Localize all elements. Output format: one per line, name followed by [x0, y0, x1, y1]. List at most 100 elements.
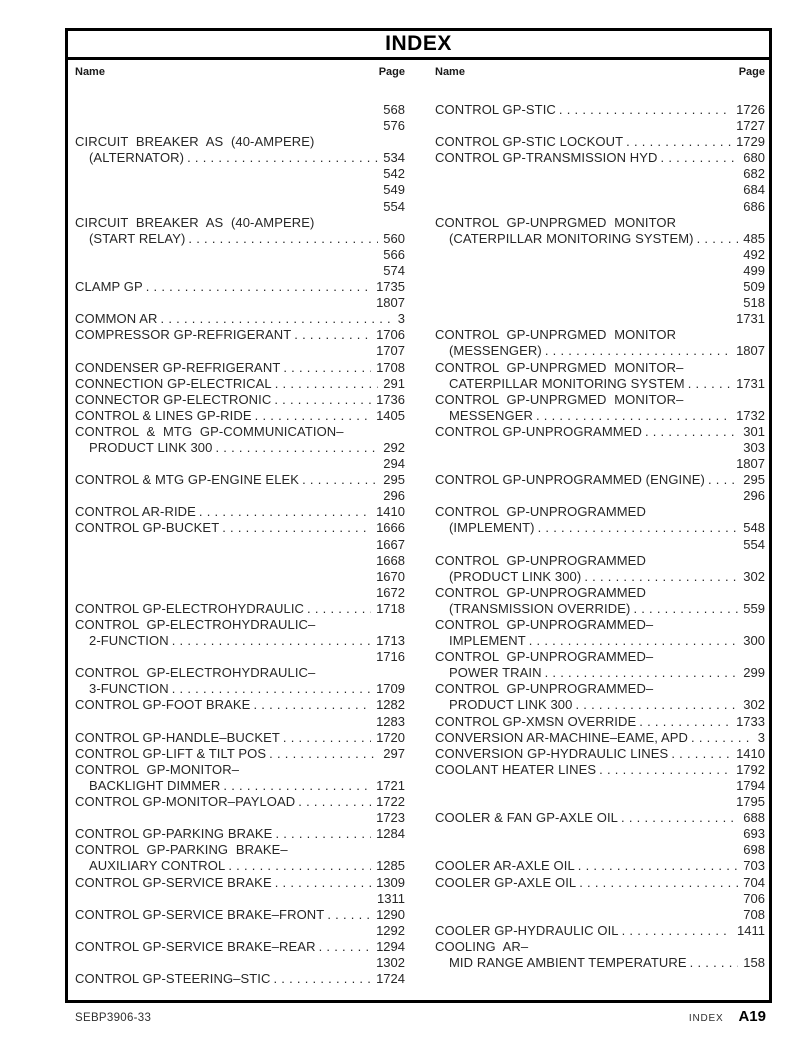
index-entry-line: CONVERSION GP-HYDRAULIC LINES 1410 [435, 746, 765, 762]
index-entry-line: 554 [75, 199, 405, 215]
footer-right-group: INDEX A19 [689, 1008, 766, 1025]
index-entry-line: 1795 [435, 794, 765, 810]
index-entry-line: 303 [435, 440, 765, 456]
index-entry-line: (CATERPILLAR MONITORING SYSTEM) 485 [435, 231, 765, 247]
index-entry-line: POWER TRAIN 299 [435, 665, 765, 681]
entry-page-number: 1723 [376, 810, 405, 826]
entry-name: CONTROL GP-HANDLE–BUCKET [75, 729, 280, 745]
index-entry-line: 566 [75, 247, 405, 263]
entry-page-number: 1670 [376, 568, 405, 584]
dot-leader [538, 520, 739, 536]
index-entry-line: 1311 [75, 891, 405, 907]
dot-leader [319, 939, 372, 955]
index-entry-line: 1667 [75, 537, 405, 553]
index-entry-line: CONTROL GP-UNPROGRAMMED (ENGINE) 295 [435, 472, 765, 488]
index-entry-line: CONNECTION GP-ELECTRICAL 291 [75, 376, 405, 392]
dot-leader [688, 376, 731, 392]
entry-name: MID RANGE AMBIENT TEMPERATURE [449, 954, 687, 970]
entry-page-number: 576 [383, 118, 405, 134]
dot-leader [188, 231, 378, 247]
entry-page-number: 688 [743, 810, 765, 826]
index-entry-line: 1716 [75, 649, 405, 665]
entry-name: PRODUCT LINK 300 [449, 697, 573, 713]
index-entry-line: PRODUCT LINK 300 292 [75, 440, 405, 456]
index-entry-line: CONTROL & LINES GP-RIDE 1405 [75, 408, 405, 424]
entry-page-number: 291 [383, 375, 405, 391]
index-entry-line: CONTROL GP-PARKING BRAKE 1284 [75, 826, 405, 842]
dot-leader [545, 343, 731, 359]
index-entry-line: CONTROL GP-ELECTROHYDRAULIC 1718 [75, 601, 405, 617]
entry-page-number: 518 [743, 295, 765, 311]
index-entry-line: 296 [75, 488, 405, 504]
entry-name: CONTROL GP-UNPROGRAMMED (ENGINE) [435, 472, 705, 488]
index-entries-right: CONTROL GP-STIC 1726 1727 CONTROL GP-STI… [435, 102, 765, 971]
entry-page-number: 560 [383, 230, 405, 246]
entry-name: CONTROL GP-UNPROGRAMMED [435, 423, 642, 439]
entry-page-number: 566 [383, 246, 405, 262]
index-entry-line: CONTROL & MTG GP-ENGINE ELEK 295 [75, 472, 405, 488]
entry-page-number: 1284 [376, 826, 405, 842]
entry-name: IMPLEMENT [449, 633, 526, 649]
index-entry-line: 708 [435, 907, 765, 923]
entry-page-number: 706 [743, 890, 765, 906]
index-entry-line: BACKLIGHT DIMMER 1721 [75, 778, 405, 794]
index-entry-line: CONTROL GP-PARKING BRAKE– [75, 842, 405, 858]
index-column-right: Name Page CONTROL GP-STIC 1726 1727 CONT… [435, 66, 765, 987]
entry-page-number: 1735 [376, 279, 405, 295]
dot-leader [255, 408, 371, 424]
entry-name: COOLING AR– [435, 938, 529, 954]
entry-name: CONTROL GP-MONITOR–PAYLOAD [75, 794, 296, 810]
index-entry-line: 549 [75, 182, 405, 198]
index-entry-line: 706 [435, 891, 765, 907]
dot-leader [302, 472, 378, 488]
entry-page-number: 704 [743, 874, 765, 890]
entry-page-number: 1410 [376, 504, 405, 520]
dot-leader [294, 327, 371, 343]
index-entry-line: (TRANSMISSION OVERRIDE) 559 [435, 601, 765, 617]
entry-page-number: 1733 [736, 713, 765, 729]
entry-page-number: 302 [743, 568, 765, 584]
page-footer: SEBP3906-33 INDEX A19 [65, 1008, 772, 1025]
entry-page-number: 1807 [376, 295, 405, 311]
index-entry-line: CONTROL GP-UNPRGMED MONITOR– [435, 392, 765, 408]
entry-page-number: 1718 [376, 600, 405, 616]
index-entry-line: CONTROL GP-UNPROGRAMMED– [435, 649, 765, 665]
index-entry-line: CONTROL GP-SERVICE BRAKE 1309 [75, 875, 405, 891]
entry-page-number: 1706 [376, 327, 405, 343]
index-entry-line: CONTROL GP-UNPRGMED MONITOR [435, 215, 765, 231]
index-entry-line: 682 [435, 166, 765, 182]
index-entry-line: CIRCUIT BREAKER AS (40-AMPERE) [75, 215, 405, 231]
entry-name: CONTROL GP-XMSN OVERRIDE [435, 713, 637, 729]
index-entry-line: 509 [435, 279, 765, 295]
entry-name: (START RELAY) [89, 230, 186, 246]
entry-name: (ALTERNATOR) [89, 150, 185, 166]
entry-name: CONTROL GP-ELECTROHYDRAULIC [75, 600, 305, 616]
index-entry-line: 294 [75, 456, 405, 472]
entry-name: CONTROL GP-UNPROGRAMMED– [435, 681, 654, 697]
dot-leader [639, 714, 731, 730]
page-title: INDEX [385, 32, 452, 55]
entry-page-number: 680 [743, 150, 765, 166]
name-column-header: Name [75, 66, 105, 78]
index-entry-line: 686 [435, 199, 765, 215]
index-entry-line: 518 [435, 295, 765, 311]
dot-leader [223, 778, 371, 794]
entry-name: CONTROL GP-SERVICE BRAKE–FRONT [75, 906, 325, 922]
index-entry-line: 492 [435, 247, 765, 263]
entry-page-number: 708 [743, 906, 765, 922]
entry-page-number: 1726 [736, 102, 765, 117]
index-entry-line: IMPLEMENT 300 [435, 633, 765, 649]
entry-name: CONVERSION GP-HYDRAULIC LINES [435, 745, 669, 761]
entry-page-number: 549 [383, 182, 405, 198]
entry-page-number: 1794 [736, 777, 765, 793]
index-entry-line: CONTROL GP-SERVICE BRAKE–FRONT 1290 [75, 907, 405, 923]
page-column-header: Page [738, 66, 765, 78]
entry-page-number: 1294 [376, 938, 405, 954]
index-entry-line: CONTROL GP-UNPROGRAMMED– [435, 617, 765, 633]
entry-page-number: 1721 [376, 777, 405, 793]
dot-leader [161, 311, 393, 327]
index-entry-line: 1807 [75, 295, 405, 311]
dot-leader [575, 697, 738, 713]
entry-page-number: 499 [743, 262, 765, 278]
document-number: SEBP3906-33 [75, 1012, 152, 1024]
